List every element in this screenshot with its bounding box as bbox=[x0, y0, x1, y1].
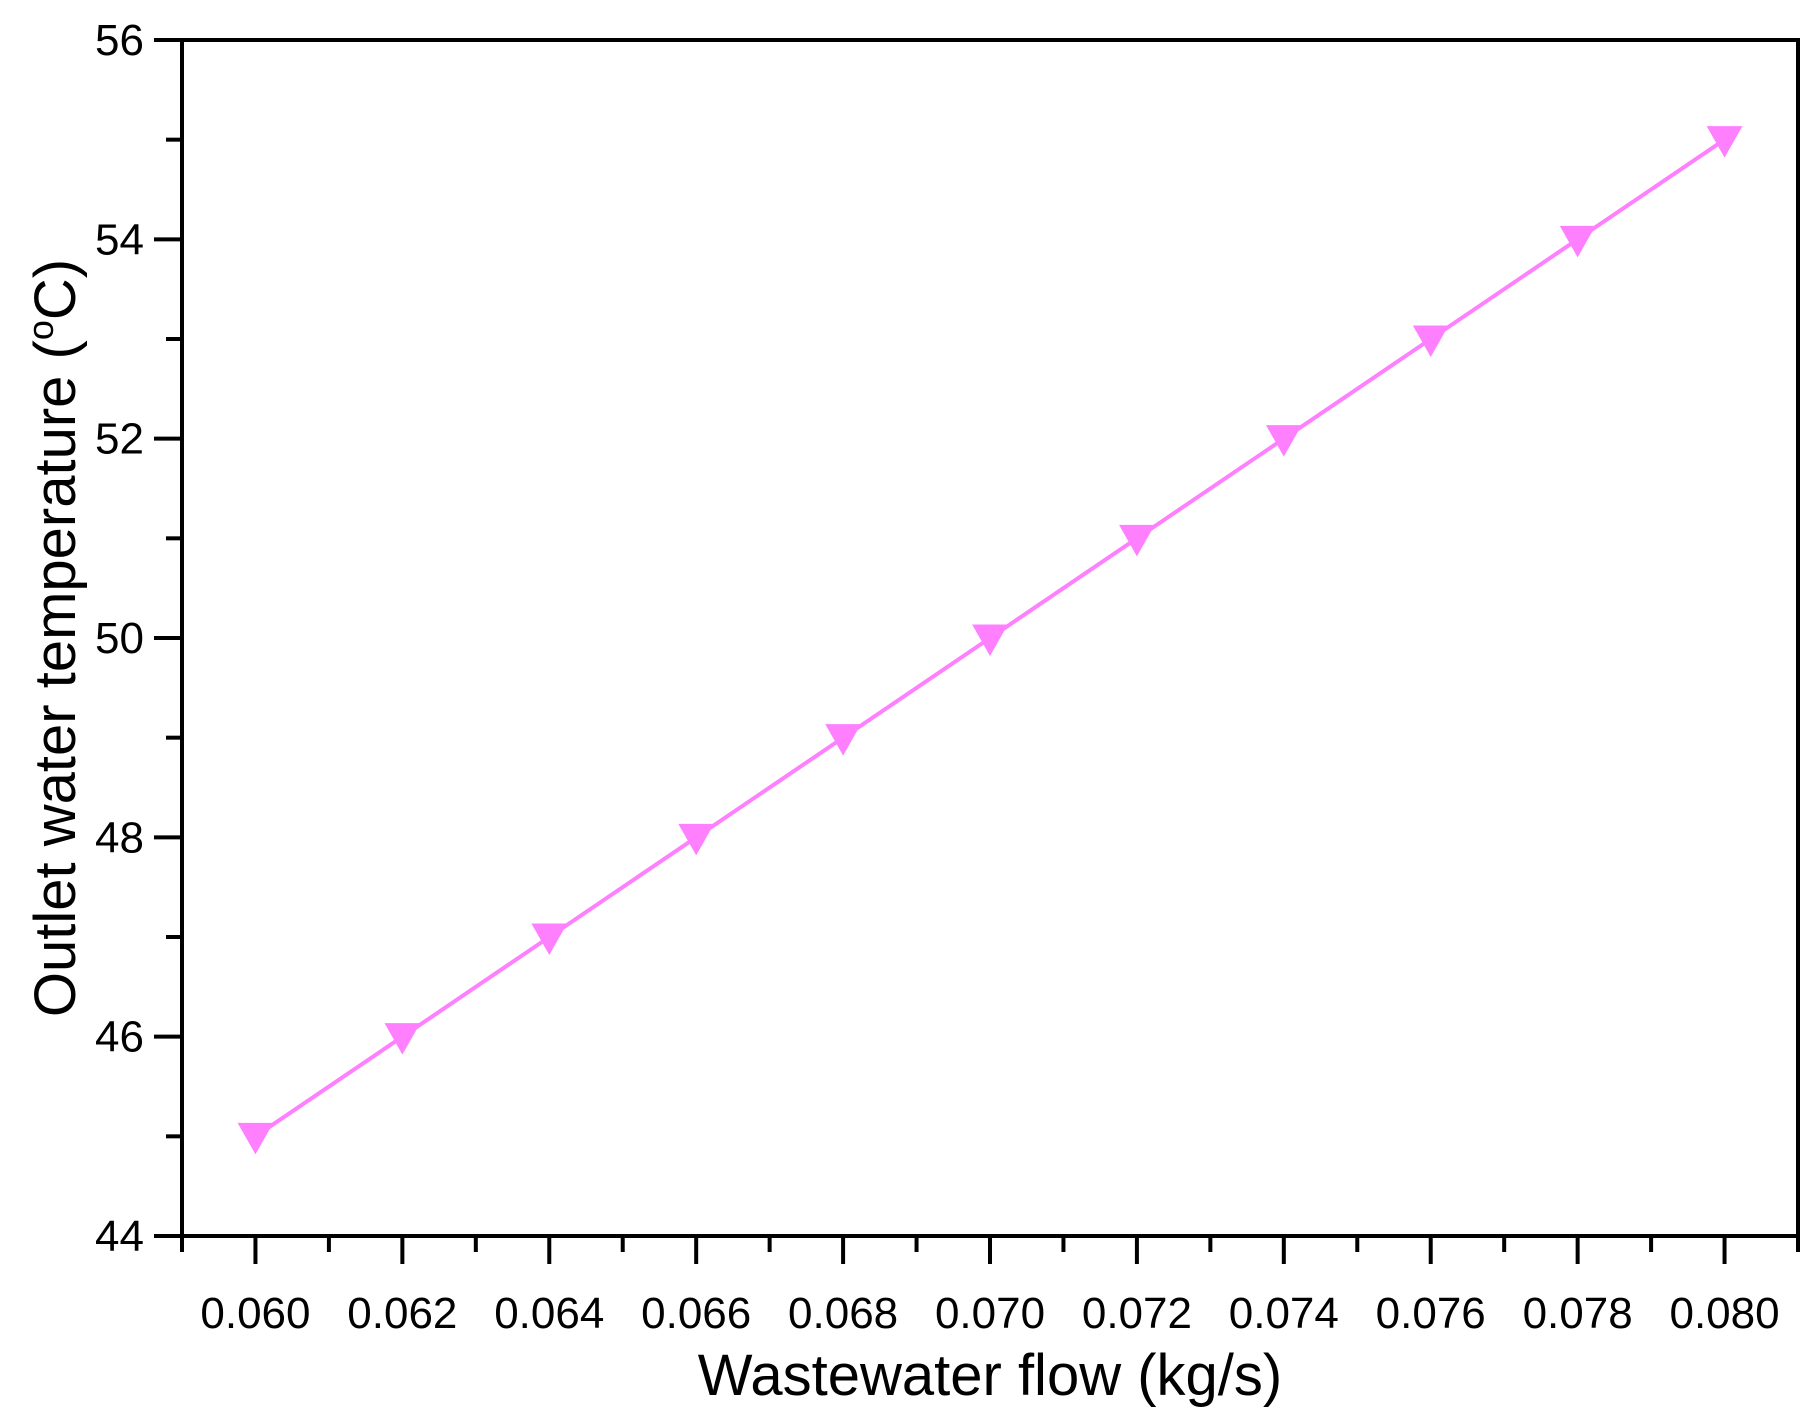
data-point bbox=[1706, 126, 1743, 158]
x-tick-label: 0.068 bbox=[788, 1289, 898, 1338]
y-axis-title: Outlet water temperature (oC) bbox=[20, 259, 88, 1017]
y-tick-label: 54 bbox=[95, 215, 144, 264]
y-axis-title-main: Outlet water temperature ( bbox=[23, 340, 88, 1017]
x-tick-label: 0.076 bbox=[1376, 1289, 1486, 1338]
data-point bbox=[384, 1023, 421, 1055]
y-tick-label: 48 bbox=[95, 813, 144, 862]
data-point bbox=[1265, 425, 1302, 457]
x-axis-title: Wastewater flow (kg/s) bbox=[698, 1343, 1282, 1408]
x-tick-label: 0.072 bbox=[1082, 1289, 1192, 1338]
x-tick-label: 0.064 bbox=[494, 1289, 604, 1338]
data-point bbox=[531, 923, 568, 956]
y-axis-title-degree: o bbox=[20, 320, 61, 340]
x-tick-label: 0.066 bbox=[641, 1289, 751, 1338]
data-point bbox=[1412, 325, 1449, 358]
x-tick-label: 0.062 bbox=[347, 1289, 457, 1338]
y-tick-label: 52 bbox=[95, 415, 144, 464]
y-tick-label: 50 bbox=[95, 614, 144, 663]
y-tick-label: 44 bbox=[95, 1212, 144, 1261]
data-point bbox=[237, 1122, 274, 1155]
data-point bbox=[972, 624, 1008, 657]
data-point bbox=[825, 724, 861, 756]
x-tick-label: 0.070 bbox=[935, 1289, 1045, 1338]
y-axis-title-unit: C) bbox=[23, 259, 88, 320]
y-tick-label: 56 bbox=[95, 16, 144, 65]
x-tick-label: 0.078 bbox=[1523, 1289, 1633, 1338]
x-tick-label: 0.074 bbox=[1229, 1289, 1339, 1338]
series-layer bbox=[237, 126, 1743, 1155]
data-point bbox=[678, 823, 715, 856]
y-axis-ticks: 44 46 48 50 52 54 56 bbox=[95, 16, 182, 1261]
x-axis-ticks: 0.060 0.062 0.064 0.066 0.068 0.070 0.072 0.074… bbox=[180, 1236, 1800, 1338]
y-tick-label: 46 bbox=[95, 1013, 144, 1062]
data-point bbox=[1559, 225, 1596, 258]
x-tick-label: 0.080 bbox=[1669, 1289, 1779, 1338]
x-tick-label: 0.060 bbox=[200, 1289, 310, 1338]
data-point bbox=[1119, 524, 1155, 557]
